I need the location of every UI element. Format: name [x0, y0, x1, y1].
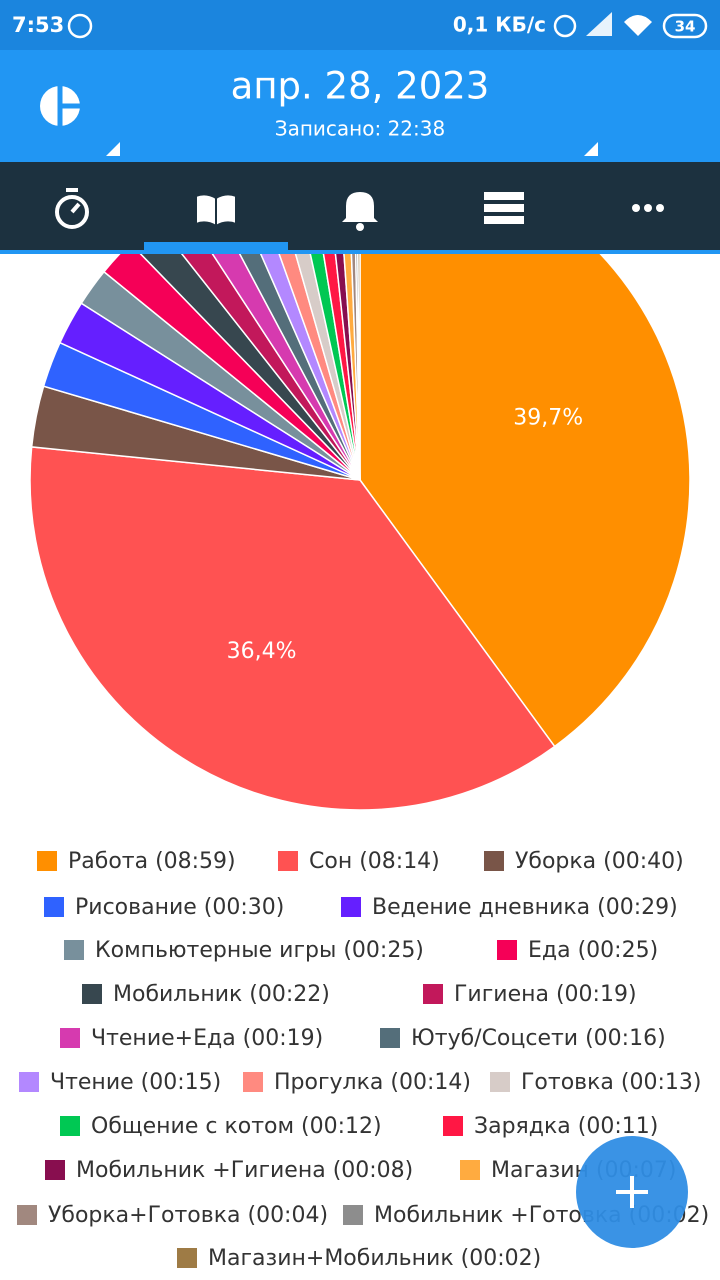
- app-logo-cut: [57, 86, 80, 126]
- legend-swatch: [278, 851, 298, 871]
- status-time: 7:53: [12, 13, 64, 37]
- legend-label: Мобильник (00:22): [113, 982, 330, 1007]
- legend-swatch: [423, 984, 443, 1004]
- tab-bar-line: [0, 250, 720, 254]
- battery-level: 34: [675, 18, 696, 36]
- alarm-icon: [553, 14, 577, 38]
- tab-timer[interactable]: [55, 188, 89, 229]
- legend-swatch: [82, 984, 102, 1004]
- legend-swatch: [490, 1072, 510, 1092]
- legend-label: Работа (08:59): [68, 849, 236, 874]
- legend-label: Компьютерные игры (00:25): [95, 938, 424, 963]
- legend-label: Ютуб/Соцсети (00:16): [411, 1026, 666, 1051]
- legend-swatch: [177, 1248, 197, 1268]
- corner-marker: [106, 142, 120, 156]
- legend-label: Еда (00:25): [528, 938, 658, 963]
- legend-swatch: [460, 1160, 480, 1180]
- legend-label: Уборка+Готовка (00:04): [48, 1203, 328, 1228]
- slice-label: 39,7%: [513, 406, 583, 431]
- pie-slice: [29, 446, 556, 811]
- legend-label: Гигиена (00:19): [454, 982, 637, 1007]
- alarm-icon: [67, 13, 93, 39]
- legend-label: Чтение (00:15): [50, 1070, 221, 1095]
- legend-label: Зарядка (00:11): [474, 1114, 658, 1139]
- legend-label: Рисование (00:30): [75, 895, 284, 920]
- legend-label: Ведение дневника (00:29): [372, 895, 678, 920]
- legend-swatch: [341, 897, 361, 917]
- legend-label: Прогулка (00:14): [274, 1070, 471, 1095]
- legend-swatch: [243, 1072, 263, 1092]
- legend-swatch: [17, 1205, 37, 1225]
- legend-label: Уборка (00:40): [515, 849, 684, 874]
- status-speed: 0,1 КБ/с: [453, 13, 546, 37]
- legend: Работа (08:59) Сон (08:14) Уборка (00:40) Р…: [17, 849, 709, 1271]
- legend-label: Готовка (00:13): [521, 1070, 701, 1095]
- tab-more[interactable]: [632, 204, 664, 212]
- signal-icon: [586, 12, 612, 36]
- header-date[interactable]: апр. 28, 2023: [231, 65, 490, 108]
- header-recorded: Записано: 22:38: [275, 117, 445, 141]
- legend-swatch: [443, 1116, 463, 1136]
- tab-list[interactable]: [484, 192, 524, 224]
- corner-marker: [584, 142, 598, 156]
- legend-label: Магазин+Мобильник (00:02): [208, 1246, 541, 1271]
- tab-diary[interactable]: [195, 193, 237, 228]
- legend-swatch: [45, 1160, 65, 1180]
- legend-swatch: [497, 940, 517, 960]
- legend-swatch: [19, 1072, 39, 1092]
- battery-icon: [662, 13, 708, 39]
- add-icon: [616, 1176, 648, 1208]
- tab-reminders[interactable]: [342, 192, 378, 231]
- legend-swatch: [484, 851, 504, 871]
- legend-label: Общение с котом (00:12): [91, 1114, 382, 1139]
- legend-swatch: [343, 1205, 363, 1225]
- legend-swatch: [380, 1028, 400, 1048]
- legend-swatch: [37, 851, 57, 871]
- legend-swatch: [64, 940, 84, 960]
- legend-swatch: [60, 1028, 80, 1048]
- wifi-icon: [624, 15, 652, 36]
- legend-label: Мобильник +Гигиена (00:08): [76, 1158, 413, 1183]
- legend-label: Сон (08:14): [309, 849, 440, 874]
- legend-label: Чтение+Еда (00:19): [91, 1026, 323, 1051]
- slice-label: 36,4%: [227, 639, 297, 664]
- legend-swatch: [44, 897, 64, 917]
- tab-icons: [55, 188, 664, 231]
- legend-swatch: [60, 1116, 80, 1136]
- tab-indicator: [144, 242, 288, 252]
